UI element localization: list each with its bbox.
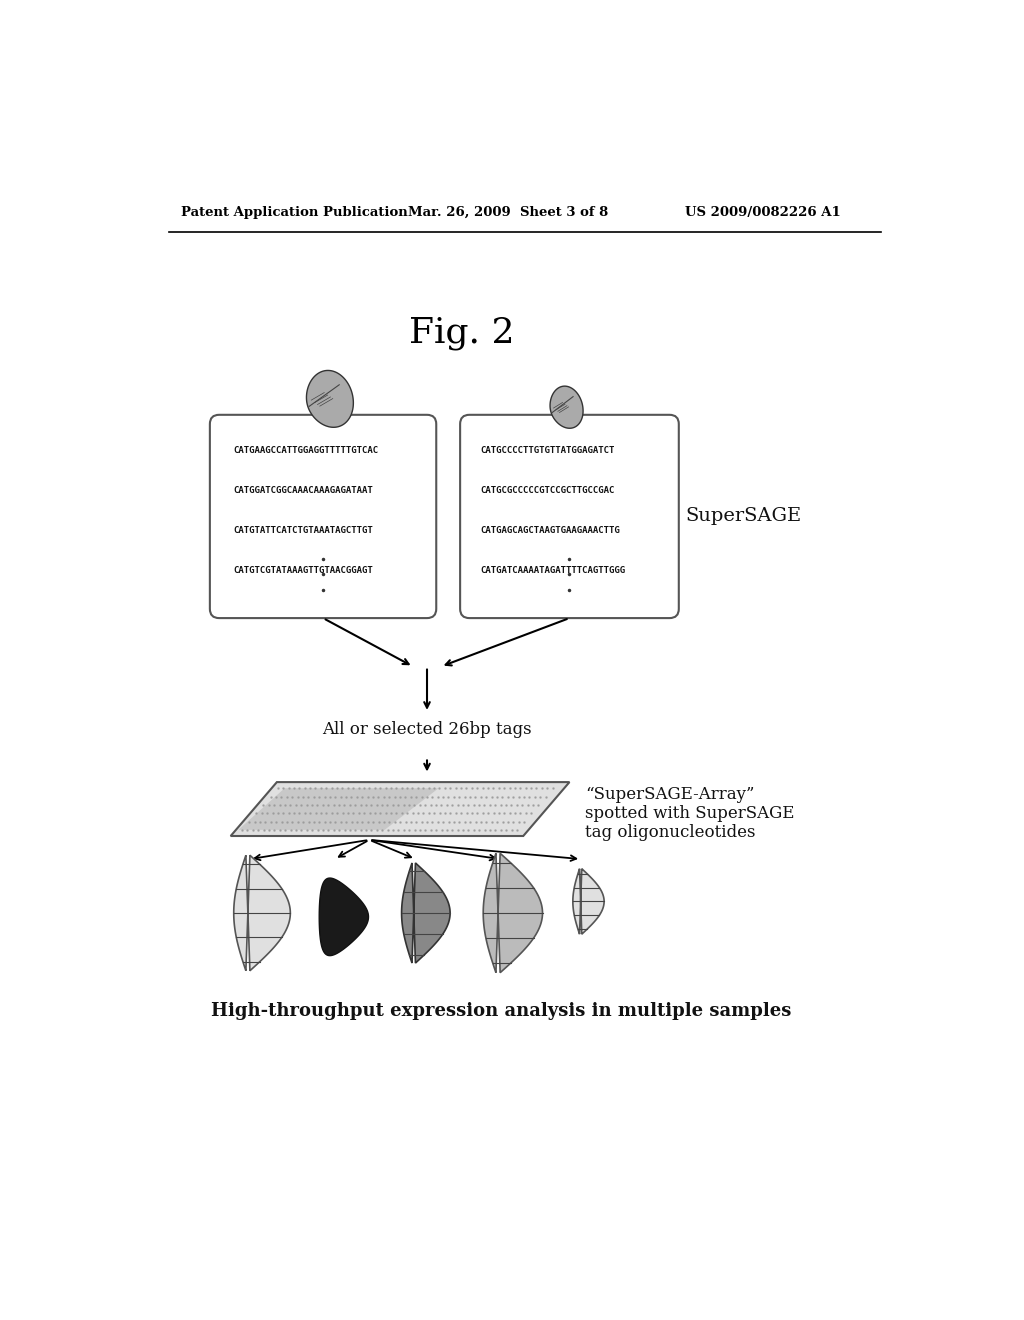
Text: CATGTATTCATCTGTAAATAGCTTGT: CATGTATTCATCTGTAAATAGCTTGT (233, 525, 373, 535)
FancyBboxPatch shape (210, 414, 436, 618)
Text: US 2009/0082226 A1: US 2009/0082226 A1 (685, 206, 841, 219)
Text: CATGATCAAAATAGATTTTCAGTTGGG: CATGATCAAAATAGATTTTCAGTTGGG (480, 566, 626, 574)
Polygon shape (239, 788, 438, 830)
Text: Fig. 2: Fig. 2 (409, 317, 514, 350)
Text: Mar. 26, 2009  Sheet 3 of 8: Mar. 26, 2009 Sheet 3 of 8 (408, 206, 608, 219)
Polygon shape (306, 371, 353, 428)
Polygon shape (572, 869, 604, 935)
Text: CATGTCGTATAAAGTTGTAACGGAGT: CATGTCGTATAAAGTTGTAACGGAGT (233, 566, 373, 574)
Polygon shape (319, 878, 369, 956)
Text: High-throughput expression analysis in multiple samples: High-throughput expression analysis in m… (211, 1002, 792, 1019)
Polygon shape (230, 781, 569, 836)
Text: CATGCCCCTTGTGTTATGGAGATCT: CATGCCCCTTGTGTTATGGAGATCT (480, 446, 614, 454)
Text: All or selected 26bp tags: All or selected 26bp tags (323, 721, 531, 738)
Text: Patent Application Publication: Patent Application Publication (180, 206, 408, 219)
Text: CATGAGCAGCTAAGTGAAGAAACTTG: CATGAGCAGCTAAGTGAAGAAACTTG (480, 525, 620, 535)
Text: tag oligonucleotides: tag oligonucleotides (585, 825, 756, 841)
Text: CATGCGCCCCCGTCCGCTTGCCGAC: CATGCGCCCCCGTCCGCTTGCCGAC (480, 486, 614, 495)
Text: spotted with SuperSAGE: spotted with SuperSAGE (585, 805, 795, 822)
Text: CATGGATCGGCAAACAAAGAGATAAT: CATGGATCGGCAAACAAAGAGATAAT (233, 486, 373, 495)
Polygon shape (401, 863, 451, 964)
Polygon shape (483, 853, 543, 973)
Polygon shape (233, 855, 291, 970)
FancyBboxPatch shape (460, 414, 679, 618)
Polygon shape (550, 387, 583, 428)
Text: SuperSAGE: SuperSAGE (685, 507, 801, 525)
Text: “SuperSAGE-Array”: “SuperSAGE-Array” (585, 785, 755, 803)
Text: CATGAAGCCATTGGAGGTTTTTGTCAC: CATGAAGCCATTGGAGGTTTTTGTCAC (233, 446, 378, 454)
